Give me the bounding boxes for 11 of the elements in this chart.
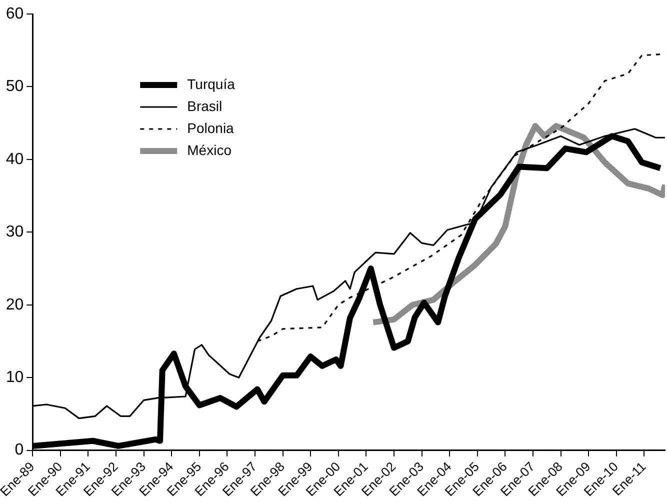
y-tick-label: 60 xyxy=(6,5,24,22)
y-tick-label: 20 xyxy=(6,296,24,314)
legend-label: México xyxy=(187,142,232,158)
legend-label: Turquía xyxy=(187,76,236,92)
legend-label: Polonia xyxy=(187,120,234,136)
y-tick-label: 30 xyxy=(6,224,24,241)
legend-label: Brasil xyxy=(187,98,222,114)
y-tick-label: 0 xyxy=(14,442,24,459)
y-tick-label: 10 xyxy=(6,369,24,386)
y-tick-label: 40 xyxy=(6,150,24,168)
y-tick-label: 50 xyxy=(6,78,24,96)
